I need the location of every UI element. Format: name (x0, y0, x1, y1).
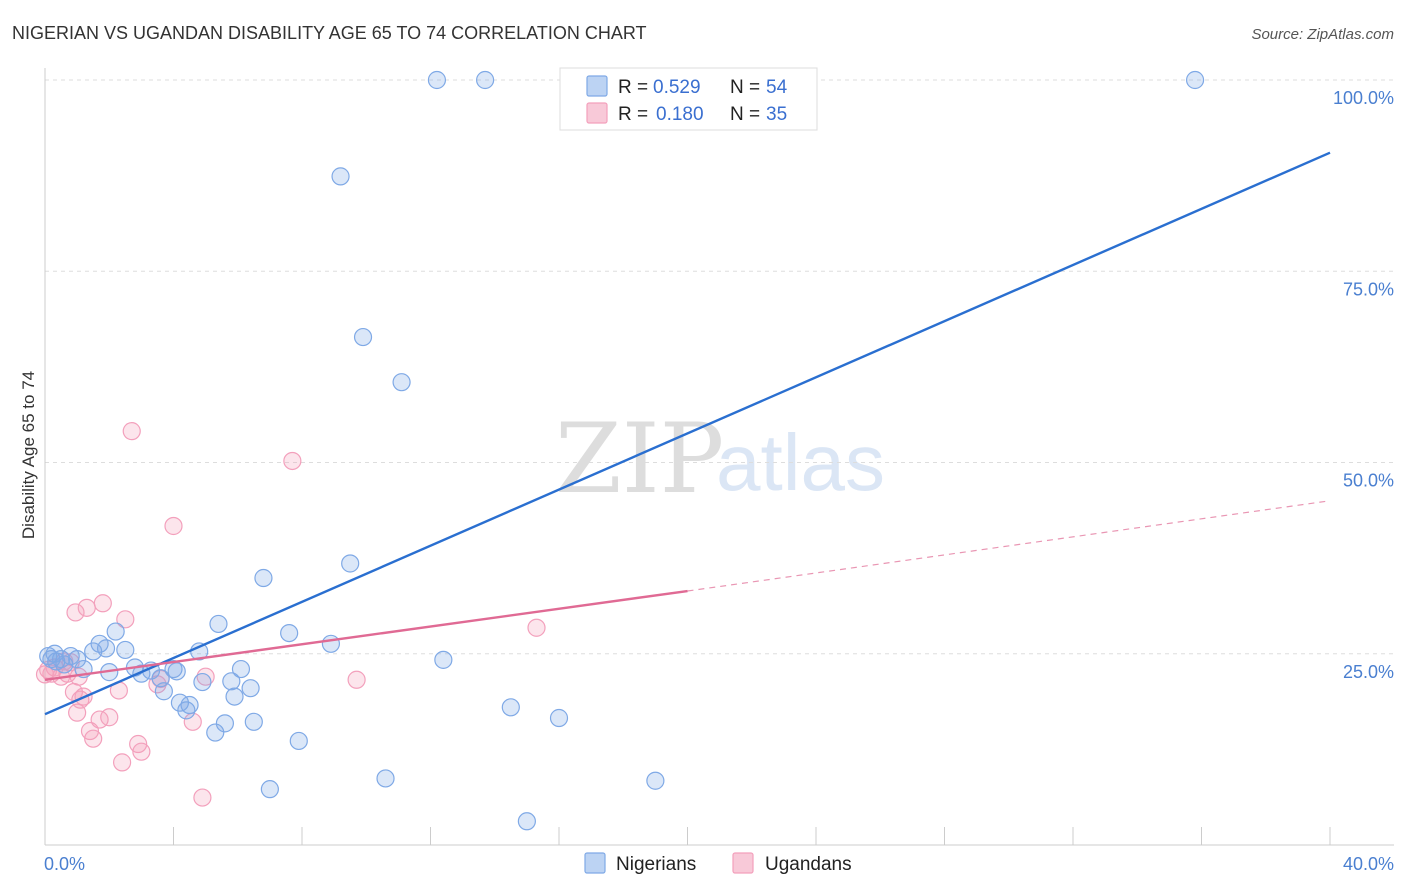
nigerians-point-43 (376, 769, 395, 788)
legend-n-label-nigerians: N = (730, 77, 760, 98)
watermark-zip: ZIP (555, 403, 724, 515)
ugandans-point-15 (84, 729, 103, 748)
nigerians-point-48 (501, 698, 520, 717)
ugandans-trend-extension (687, 500, 1331, 592)
y-tick-labels: 25.0% 50.0% 75.0% 100.0% (1333, 88, 1394, 682)
top-legend: R = 0.529 N = 54 R = 0.180 N = 35 (559, 67, 818, 131)
legend-swatch-ugandans (586, 102, 608, 124)
bottom-legend-swatch-nigerians (584, 852, 606, 874)
nigerians-point-23 (177, 701, 196, 720)
legend-swatch-nigerians (586, 75, 608, 97)
nigerians-trend-line (44, 151, 1331, 716)
y-tick-label-1: 50.0% (1343, 471, 1394, 491)
axes (44, 68, 1394, 846)
y-tick-label-0: 25.0% (1343, 662, 1394, 682)
legend-n-label-ugandans: N = (730, 104, 760, 125)
nigerians-point-19 (154, 682, 173, 701)
nigerians-point-29 (215, 714, 234, 733)
nigerians-point-14 (116, 640, 135, 660)
nigerians-point-39 (321, 634, 341, 653)
nigerians-point-33 (241, 679, 260, 698)
ugandans-point-33 (527, 618, 546, 637)
nigerians-point-50 (549, 708, 569, 728)
bottom-legend-label-nigerians: Nigerians (616, 854, 696, 875)
ugandans-point-27 (164, 516, 183, 536)
nigerians-point-49 (517, 812, 536, 831)
ugandans-point-18 (100, 708, 119, 727)
nigerians-point-40 (331, 167, 350, 186)
nigerians-point-31 (225, 687, 244, 706)
nigerians-point-38 (289, 731, 308, 751)
ugandans-point-20 (112, 753, 132, 772)
nigerians-point-51 (646, 771, 665, 790)
legend-r-label-ugandans: R = (618, 104, 648, 125)
nigerians-point-30 (222, 672, 241, 691)
bottom-legend-swatch-ugandans (732, 852, 754, 874)
chart-source: Source: ZipAtlas.com (1251, 26, 1394, 43)
nigerians-point-41 (341, 554, 360, 573)
bottom-legend: Nigerians Ugandans (584, 852, 852, 875)
nigerians-point-34 (244, 712, 263, 731)
ugandans-point-22 (122, 422, 141, 441)
x-tick-label-max: 40.0% (1343, 854, 1394, 874)
y-tick-label-2: 75.0% (1343, 279, 1394, 299)
nigerians-point-24 (180, 695, 199, 715)
nigerians-point-26 (193, 672, 212, 692)
gridlines (45, 79, 1394, 655)
nigerians-point-10 (90, 634, 109, 653)
nigerians-point-44 (392, 373, 411, 392)
legend-r-value-ugandans: 0.180 (656, 104, 704, 125)
nigerians-point-20 (164, 659, 183, 679)
nigerians-point-47 (476, 70, 495, 90)
nigerians-point-11 (96, 639, 116, 658)
ugandans-point-17 (93, 594, 112, 613)
nigerians-point-21 (167, 662, 186, 681)
nigerians-point-7 (68, 650, 87, 669)
ugandans-point-31 (283, 451, 302, 471)
ugandans-point-32 (347, 670, 366, 689)
nigerians-point-27 (206, 723, 225, 742)
nigerians-point-53 (1185, 70, 1205, 90)
trend-lines (44, 151, 1331, 716)
nigerians-point-45 (427, 70, 447, 90)
ugandans-point-29 (193, 788, 212, 807)
chart-title: NIGERIAN VS UGANDAN DISABILITY AGE 65 TO… (12, 23, 647, 43)
ugandans-point-13 (77, 598, 96, 617)
nigerians-point-46 (434, 650, 453, 669)
legend-n-value-ugandans: 35 (766, 104, 787, 125)
ugandans-point-24 (132, 742, 151, 761)
y-tick-label-3: 100.0% (1333, 88, 1394, 108)
ugandans-point-8 (66, 603, 85, 622)
ugandans-trend-line (44, 589, 688, 681)
nigerians-point-28 (209, 614, 228, 634)
nigerians-point-42 (353, 327, 373, 347)
nigerians-point-37 (280, 623, 299, 643)
nigerians-point-36 (260, 780, 279, 799)
ugandans-point-21 (116, 610, 135, 629)
nigerians-point-13 (106, 622, 125, 641)
legend-r-label-nigerians: R = (618, 77, 648, 98)
legend-r-value-nigerians: 0.529 (653, 77, 701, 98)
legend-n-value-nigerians: 54 (766, 77, 788, 98)
x-tick-label-min: 0.0% (44, 854, 85, 874)
bottom-legend-label-ugandans: Ugandans (765, 854, 852, 875)
nigerians-point-32 (231, 659, 251, 679)
y-axis-label: Disability Age 65 to 74 (19, 371, 38, 539)
ugandans-point-30 (196, 667, 215, 686)
nigerians-point-35 (254, 568, 273, 588)
